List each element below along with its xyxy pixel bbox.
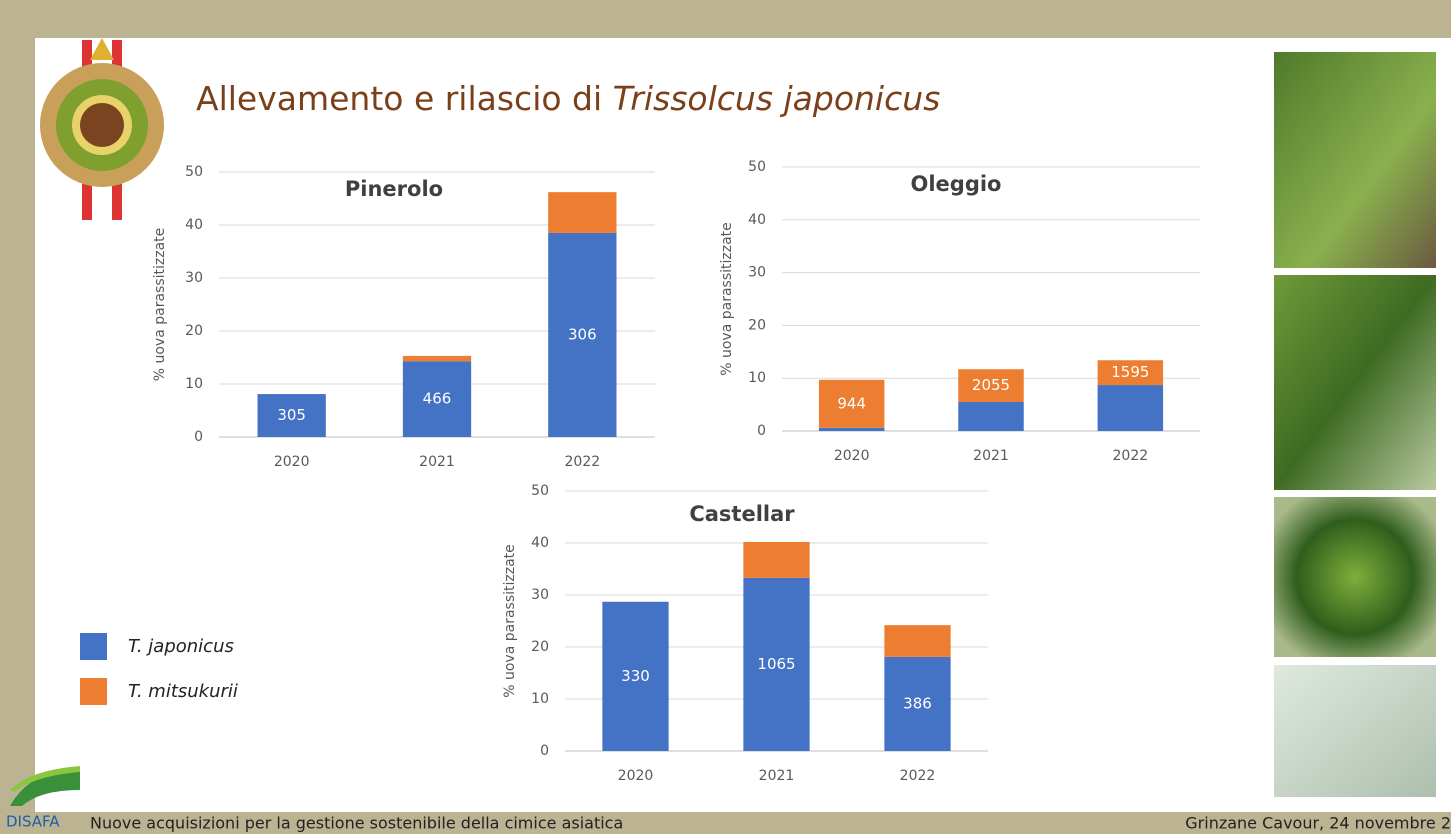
- y-tick-label: 20: [531, 639, 549, 655]
- bar-segment: [1097, 385, 1164, 431]
- slide-background: [35, 38, 1451, 812]
- x-tick-label: 2020: [274, 454, 310, 470]
- bar-segment: [548, 192, 617, 233]
- y-tick-label: 0: [757, 423, 766, 439]
- chart-title: Castellar: [689, 502, 795, 526]
- bar-segment: [257, 394, 326, 437]
- photo: [1274, 52, 1436, 268]
- x-tick-label: 2022: [1113, 448, 1149, 464]
- y-tick-label: 30: [185, 270, 203, 286]
- y-tick-label: 20: [748, 317, 766, 333]
- footer-right: Grinzane Cavour, 24 novembre 2: [1185, 814, 1451, 833]
- bar-segment: [818, 427, 885, 431]
- bar-label: 330: [621, 667, 650, 685]
- y-tick-label: 40: [748, 212, 766, 228]
- disafa-text: DISAFA: [6, 813, 60, 831]
- x-tick-label: 2021: [419, 454, 455, 470]
- bar-segment: [402, 361, 472, 437]
- chart-title: Pinerolo: [345, 177, 443, 201]
- legend-swatch: [80, 678, 107, 705]
- logo: [40, 38, 164, 220]
- chart-title: Oleggio: [911, 172, 1002, 196]
- bar-segment: [818, 379, 885, 428]
- bar-segment: [402, 355, 472, 362]
- bar-segment: [958, 369, 1024, 402]
- y-tick-label: 0: [540, 743, 549, 759]
- bar-segment: [1097, 360, 1164, 386]
- y-tick-label: 10: [531, 691, 549, 707]
- bar-label: 305: [277, 406, 306, 424]
- slide-title: Allevamento e rilascio di Trissolcus jap…: [196, 79, 940, 118]
- bar-segment: [884, 625, 951, 657]
- bar-segment: [743, 541, 810, 578]
- x-tick-label: 2021: [759, 768, 795, 784]
- y-tick-label: 40: [185, 217, 203, 233]
- x-tick-label: 2022: [565, 454, 601, 470]
- footer-band: [0, 812, 1451, 834]
- y-tick-label: 10: [185, 376, 203, 392]
- bar-segment: [958, 401, 1024, 431]
- bar-label: 944: [837, 394, 866, 412]
- y-axis-title: % uova parassitizzate: [152, 228, 168, 382]
- bar-segment: [602, 601, 669, 751]
- footer-left: Nuove acquisizioni per la gestione soste…: [90, 814, 623, 833]
- y-axis-title: % uova parassitizzate: [719, 222, 735, 376]
- y-tick-label: 20: [185, 323, 203, 339]
- bar-label: 1595: [1111, 363, 1149, 381]
- bar-segment: [884, 656, 951, 751]
- y-tick-label: 30: [748, 265, 766, 281]
- x-tick-label: 2020: [618, 768, 654, 784]
- x-tick-label: 2022: [900, 768, 936, 784]
- bar-label: 306: [568, 325, 597, 343]
- disafa-logo: DISAFA: [6, 766, 80, 831]
- y-tick-label: 30: [531, 587, 549, 603]
- y-tick-label: 50: [185, 164, 203, 180]
- legend-label: T. japonicus: [128, 636, 234, 657]
- y-tick-label: 10: [748, 370, 766, 386]
- y-tick-label: 40: [531, 535, 549, 551]
- legend-swatch: [80, 633, 107, 660]
- bar-label: 386: [903, 694, 932, 712]
- y-tick-label: 50: [531, 483, 549, 499]
- bar-label: 1065: [757, 655, 795, 673]
- x-tick-label: 2021: [973, 448, 1009, 464]
- photo: [1274, 275, 1436, 490]
- bar-segment: [548, 232, 617, 437]
- legend-label: T. mitsukurii: [128, 681, 238, 702]
- bar-label: 2055: [972, 376, 1010, 394]
- y-tick-label: 50: [748, 159, 766, 175]
- y-axis-title: % uova parassitizzate: [502, 544, 518, 698]
- bar-label: 466: [423, 390, 452, 408]
- y-tick-label: 0: [194, 429, 203, 445]
- photo: [1274, 665, 1436, 797]
- photo: [1274, 497, 1436, 657]
- bar-segment: [743, 577, 810, 751]
- x-tick-label: 2020: [834, 448, 870, 464]
